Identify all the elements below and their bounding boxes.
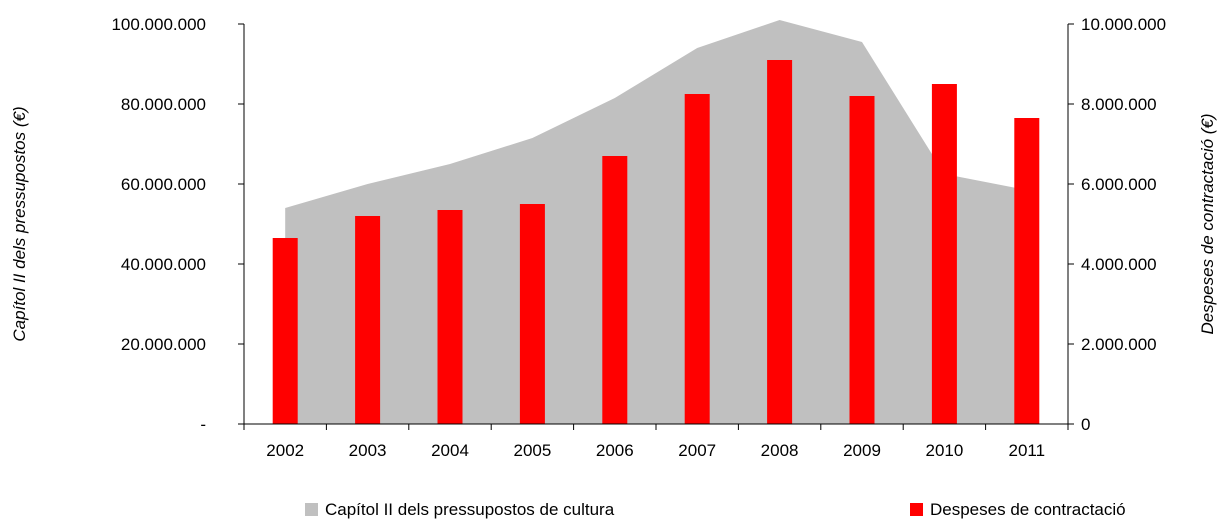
legend-label-despeses: Despeses de contractació [930,500,1126,519]
y-right-axis-title: Despeses de contractació (€) [1198,113,1217,334]
y-right-tick-label: 2.000.000 [1081,335,1157,354]
y-right-tick-label: 4.000.000 [1081,255,1157,274]
axes-layer [238,23,1074,430]
x-tick-label: 2011 [1009,441,1046,460]
bar-despeses-2002 [272,238,298,424]
y-right-tick-label: 0 [1081,415,1090,434]
bar-despeses-2004 [437,210,463,424]
y-right-tick-label: 8.000.000 [1081,95,1157,114]
y-left-tick-label: 60.000.000 [121,175,206,194]
x-tick-label: 2010 [925,441,963,460]
bar-despeses-2010 [931,84,957,424]
x-tick-label: 2003 [349,441,387,460]
y-right-tick-label: 10.000.000 [1081,15,1166,34]
legend-swatch-despeses [910,503,923,516]
legend-swatch-capitol-ii [305,503,318,516]
bar-despeses-2005 [519,204,545,424]
x-tick-label: 2009 [843,441,881,460]
bar-despeses-2009 [849,96,875,424]
x-tick-label: 2002 [266,441,304,460]
legend-label-capitol-ii: Capítol II dels pressupostos de cultura [325,500,615,519]
bar-despeses-2011 [1014,118,1040,424]
area-layer [285,20,1027,424]
y-left-tick-label: 40.000.000 [121,255,206,274]
legend: Capítol II dels pressupostos de cultura D… [305,500,1126,519]
x-tick-label: 2005 [513,441,551,460]
y-left-tick-label: 100.000.000 [111,15,206,34]
x-tick-label: 2004 [431,441,469,460]
y-left-tick-label: 80.000.000 [121,95,206,114]
bar-despeses-2003 [355,216,381,424]
bar-layer [272,60,1040,424]
y-left-axis-title: Capítol II dels pressupostos (€) [10,106,29,341]
bar-despeses-2008 [767,60,793,424]
bar-despeses-2006 [602,156,628,424]
x-tick-label: 2008 [761,441,799,460]
y-right-tick-label: 6.000.000 [1081,175,1157,194]
x-tick-label: 2007 [678,441,716,460]
x-tick-label: 2006 [596,441,634,460]
y-left-tick-label: - [200,415,206,434]
labels-layer: - 20.000.000 40.000.000 60.000.000 80.000.00… [10,15,1217,460]
bar-despeses-2007 [684,94,710,424]
y-left-tick-label: 20.000.000 [121,335,206,354]
area-series-capitol-ii [285,20,1027,424]
